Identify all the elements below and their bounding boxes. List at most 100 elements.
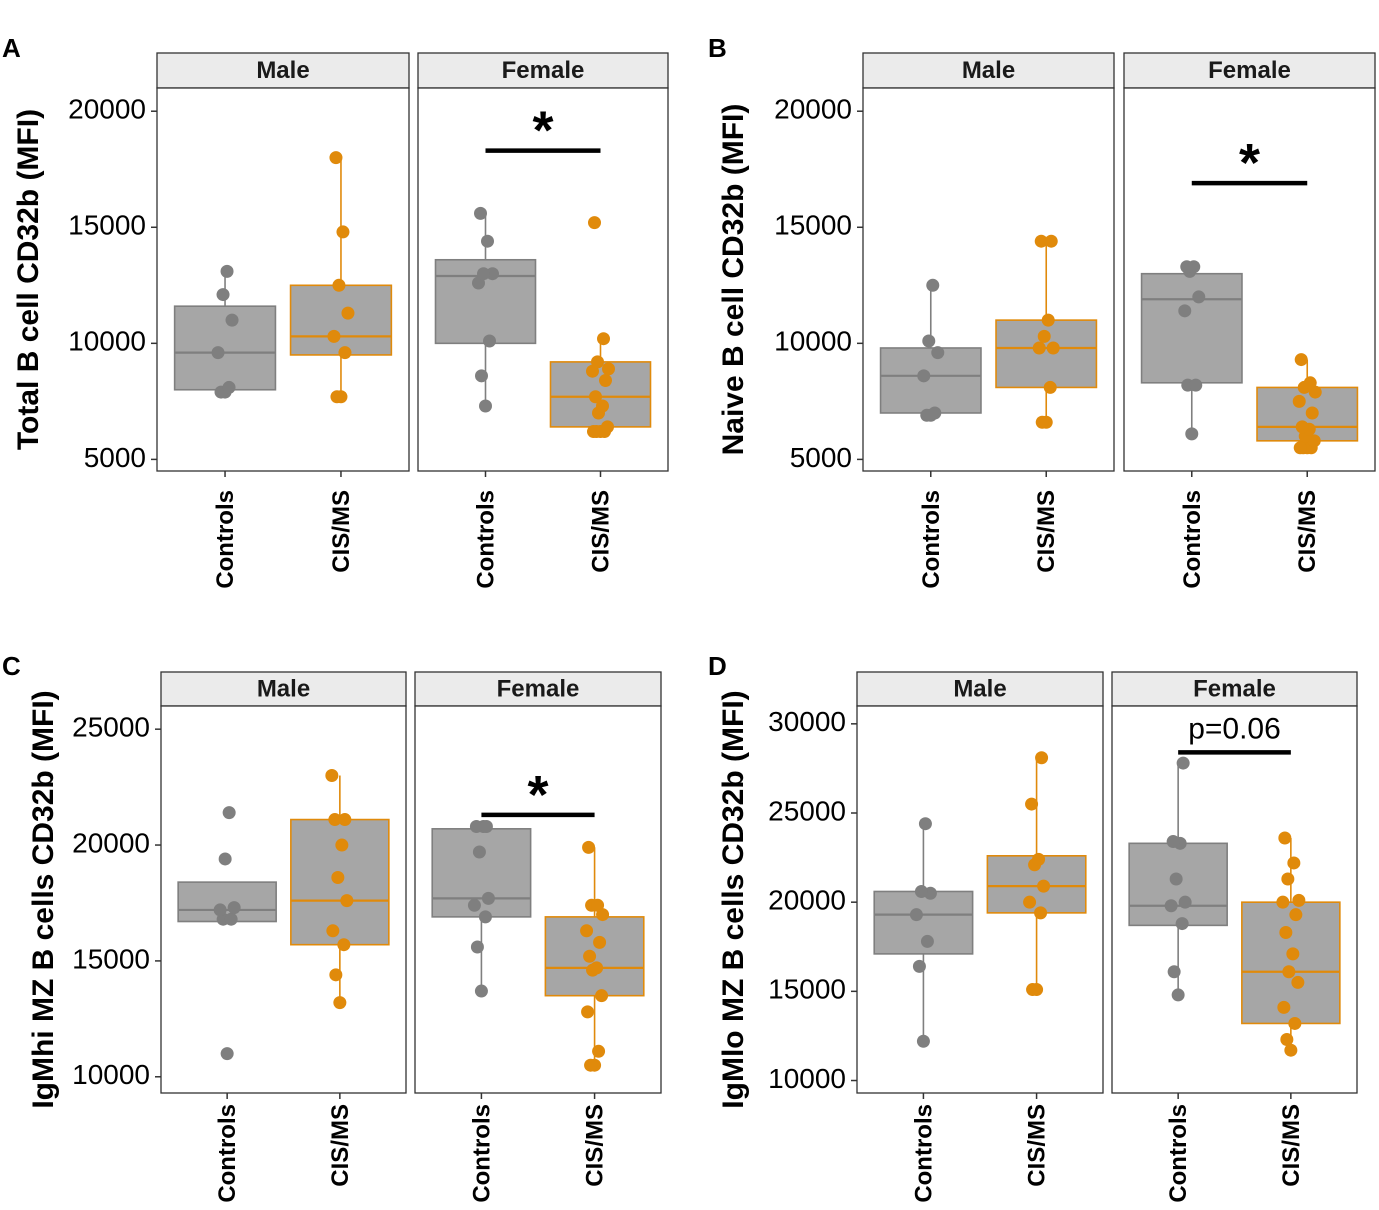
- data-point: [337, 938, 351, 952]
- data-point: [1178, 304, 1192, 318]
- group-controls: Controls: [1140, 260, 1243, 589]
- data-point: [1035, 415, 1049, 429]
- group-cis-ms: CIS/MS: [549, 216, 652, 573]
- y-tick-label: 5000: [84, 442, 146, 473]
- data-point: [583, 949, 597, 963]
- facet-male: Male Controls CIS/MS: [156, 52, 410, 589]
- y-tick-label: 10000: [768, 1063, 846, 1094]
- data-point: [587, 425, 600, 439]
- group-controls: Controls: [873, 817, 974, 1203]
- data-point: [1166, 835, 1180, 849]
- data-point: [593, 935, 607, 949]
- data-point: [601, 420, 614, 434]
- data-point: [330, 390, 344, 404]
- y-tick-label: 25000: [72, 712, 150, 743]
- data-point: [1037, 879, 1051, 893]
- data-point: [1043, 380, 1057, 394]
- data-point: [328, 813, 342, 827]
- y-tick-label: 15000: [768, 974, 846, 1005]
- data-point: [1278, 831, 1292, 845]
- facet-strip-label: Female: [1208, 57, 1291, 84]
- data-point: [474, 984, 488, 998]
- data-point: [1044, 234, 1058, 248]
- x-tick-label: Controls: [1179, 490, 1206, 589]
- facet-strip-label: Female: [502, 57, 585, 84]
- box: [879, 347, 982, 414]
- group-controls: Controls: [173, 264, 277, 589]
- y-tick-label: 15000: [68, 210, 146, 241]
- data-point: [1288, 1016, 1302, 1030]
- data-point: [1164, 899, 1178, 913]
- group-cis-ms: CIS/MS: [289, 151, 393, 573]
- data-point: [218, 852, 232, 866]
- data-point: [475, 369, 488, 383]
- data-point: [338, 813, 352, 827]
- data-point: [481, 891, 495, 905]
- data-point: [1034, 234, 1048, 248]
- facet-female: Female Controls CIS/MS *: [414, 671, 662, 1203]
- data-point: [329, 968, 343, 982]
- x-tick-label: CIS/MS: [328, 490, 355, 573]
- data-point: [1178, 895, 1192, 909]
- facet-strip-label: Male: [256, 57, 309, 84]
- y-axis-title: IgMhi MZ B cells CD32b (MFI): [27, 690, 60, 1108]
- x-tick-label: Controls: [918, 490, 945, 589]
- data-point: [914, 884, 928, 898]
- data-point: [580, 924, 594, 938]
- panel-a: A Total B cell CD32b (MFI) 5000 10000 15000 2…: [2, 33, 669, 589]
- x-tick-label: CIS/MS: [1278, 1104, 1305, 1187]
- data-point: [481, 234, 494, 248]
- data-point: [931, 346, 945, 360]
- plot-panel: [156, 87, 410, 472]
- data-point: [582, 840, 596, 854]
- x-tick-label: CIS/MS: [1024, 1104, 1051, 1187]
- data-point: [326, 924, 340, 938]
- facet-male: Male Controls CIS/MS: [160, 671, 407, 1203]
- data-point: [909, 908, 923, 922]
- data-point: [224, 912, 238, 926]
- group-controls: Controls: [434, 206, 537, 589]
- data-point: [483, 334, 496, 348]
- significance-label: p=0.06: [1188, 712, 1281, 745]
- data-point: [912, 959, 926, 973]
- group-cis-ms: CIS/MS: [1256, 353, 1359, 573]
- data-point: [1185, 427, 1199, 441]
- data-point: [1167, 965, 1181, 979]
- data-point: [327, 329, 341, 343]
- facet-strip-label: Female: [1193, 675, 1276, 702]
- data-point: [1293, 441, 1307, 455]
- data-point: [478, 910, 492, 924]
- data-point: [332, 278, 346, 292]
- data-point: [922, 334, 936, 348]
- data-point: [1286, 947, 1300, 961]
- data-point: [1292, 893, 1306, 907]
- data-point: [588, 216, 601, 230]
- data-point: [486, 267, 499, 281]
- facet-strip-label: Male: [953, 675, 1006, 702]
- box: [289, 284, 393, 356]
- data-point: [589, 390, 602, 404]
- data-point: [1035, 751, 1049, 765]
- data-point: [472, 845, 486, 859]
- data-point: [1277, 1000, 1291, 1014]
- y-tick-label: 20000: [768, 885, 846, 916]
- data-point: [220, 264, 234, 278]
- data-point: [1192, 290, 1206, 304]
- y-axis-title: IgMlo MZ B cells CD32b (MFI): [717, 690, 750, 1108]
- data-point: [1305, 406, 1319, 420]
- data-point: [1037, 329, 1051, 343]
- data-point: [581, 1005, 595, 1019]
- group-cis-ms: CIS/MS: [995, 234, 1098, 573]
- data-point: [1171, 988, 1185, 1002]
- data-point: [325, 769, 339, 783]
- data-point: [1289, 908, 1303, 922]
- group-controls: Controls: [431, 820, 532, 1203]
- data-point: [340, 894, 354, 908]
- y-tick-label: 20000: [68, 94, 146, 125]
- data-point: [596, 399, 609, 413]
- data-point: [1282, 965, 1296, 979]
- y-tick-label: 10000: [68, 326, 146, 357]
- x-tick-label: CIS/MS: [327, 1104, 354, 1187]
- data-point: [338, 346, 352, 360]
- y-tick-label: 10000: [774, 326, 852, 357]
